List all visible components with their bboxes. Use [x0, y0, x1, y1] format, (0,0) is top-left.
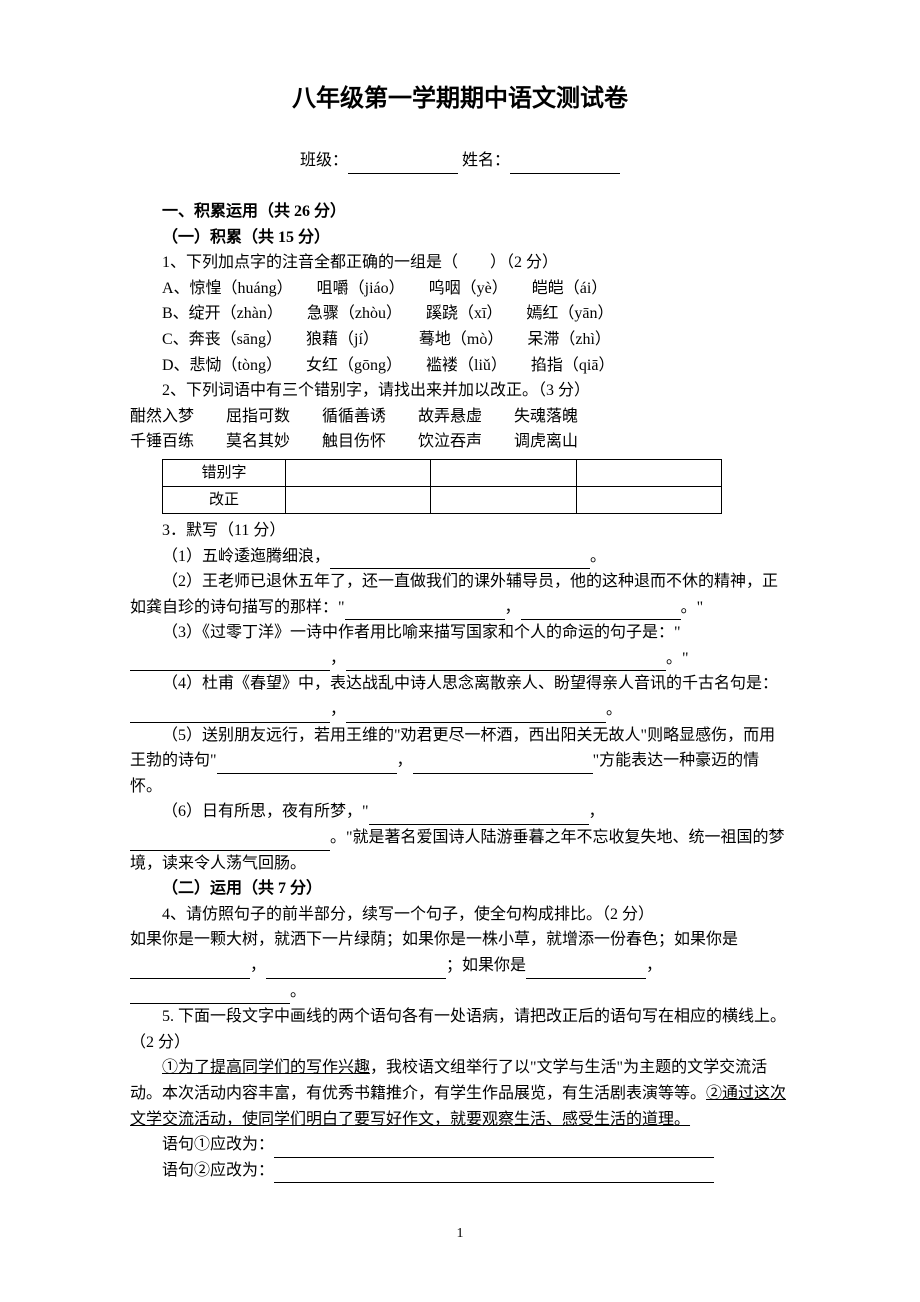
- section-1-2-heading: （二）运用（共 7 分）: [130, 876, 790, 902]
- q3-3-blank-1[interactable]: [130, 653, 330, 672]
- q3-4: （4）杜甫《春望》中，表达战乱中诗人思念离散亲人、盼望得亲人音讯的千古名句是：，…: [130, 671, 790, 722]
- q3-1-text: （1）五岭逶迤腾细浪，: [162, 548, 330, 565]
- q3-2: （2）王老师已退休五年了，还一直做我们的课外辅导员，他的这种退而不休的精神，正如…: [130, 569, 790, 620]
- table-row1-label: 错别字: [163, 459, 286, 486]
- q4-stem: 4、请仿照句子的前半部分，续写一个句子，使全句构成排比。（2 分）: [130, 902, 790, 928]
- q3-5-blank-1[interactable]: [217, 755, 397, 774]
- q3-5: （5）送别朋友远行，若用王维的"劝君更尽一杯酒，西出阳关无故人"则略显感伤，而用…: [130, 723, 790, 800]
- class-label: 班级：: [300, 152, 348, 169]
- q5-answer-2: 语句②应改为：: [130, 1158, 790, 1184]
- q5-ans2-blank[interactable]: [274, 1165, 714, 1184]
- q5-underline-1: ①为了提高同学们的写作兴趣: [162, 1059, 370, 1076]
- q3-2-blank-1[interactable]: [345, 602, 505, 621]
- q2-stem: 2、下列词语中有三个错别字，请找出来并加以改正。（3 分）: [130, 378, 790, 404]
- q4-blank-3[interactable]: [526, 960, 646, 979]
- q4-text-b: ；如果你是: [446, 957, 526, 974]
- name-label: 姓名：: [462, 152, 510, 169]
- q3-5-blank-2[interactable]: [413, 755, 593, 774]
- q4-blank-4[interactable]: [130, 986, 290, 1005]
- q3-3: （3）《过零丁洋》一诗中作者用比喻来描写国家和个人的命运的句子是："，。": [130, 620, 790, 671]
- table-cell-wrong-2[interactable]: [431, 459, 576, 486]
- q1-option-a: A、惊惶（huáng） 咀嚼（jiáo） 呜咽（yè） 皑皑（ái）: [130, 276, 790, 302]
- q2-words-line1: 酣然入梦 屈指可数 循循善诱 故弄悬虚 失魂落魄: [130, 404, 790, 430]
- q3-4-text: （4）杜甫《春望》中，表达战乱中诗人思念离散亲人、盼望得亲人音讯的千古名句是：: [162, 675, 778, 692]
- section-1-heading: 一、积累运用（共 26 分）: [130, 199, 790, 225]
- table-cell-correct-3[interactable]: [576, 486, 721, 513]
- q2-words-line2: 千锤百练 莫名其妙 触目伤怀 饮泣吞声 调虎离山: [130, 429, 790, 455]
- q3-3-tail: 。": [666, 650, 689, 667]
- section-1-1-heading: （一）积累（共 15 分）: [130, 225, 790, 251]
- q3-3-text: （3）《过零丁洋》一诗中作者用比喻来描写国家和个人的命运的句子是：": [162, 624, 681, 641]
- table-row2-label: 改正: [163, 486, 286, 513]
- q3-3-blank-2[interactable]: [346, 653, 666, 672]
- q5-ans1-blank[interactable]: [274, 1139, 714, 1158]
- q3-2-blank-2[interactable]: [521, 602, 681, 621]
- correction-table: 错别字 改正: [162, 459, 722, 514]
- q5-answer-1: 语句①应改为：: [130, 1132, 790, 1158]
- q4-body: 如果你是一颗大树，就洒下一片绿荫；如果你是一株小草，就增添一份春色；如果你是，；…: [130, 927, 790, 1004]
- page-number: 1: [130, 1223, 790, 1245]
- q3-1-blank[interactable]: [330, 551, 590, 570]
- q4-blank-1[interactable]: [130, 960, 250, 979]
- table-cell-wrong-1[interactable]: [286, 459, 431, 486]
- class-blank[interactable]: [348, 154, 458, 174]
- q5-stem: 5. 下面一段文字中画线的两个语句各有一处语病，请把改正后的语句写在相应的横线上…: [130, 1004, 790, 1055]
- q1-option-d: D、悲恸（tòng） 女红（gōng） 褴褛（liǔ） 掐指（qiā）: [130, 353, 790, 379]
- q3-6: （6）日有所思，夜有所梦，"，。"就是著名爱国诗人陆游垂暮之年不忘收复失地、统一…: [130, 799, 790, 876]
- q1-option-b: B、绽开（zhàn） 急骤（zhòu） 蹊跷（xī） 嫣红（yān）: [130, 301, 790, 327]
- q3-6-text: （6）日有所思，夜有所梦，": [162, 803, 369, 820]
- table-cell-correct-2[interactable]: [431, 486, 576, 513]
- table-cell-correct-1[interactable]: [286, 486, 431, 513]
- q4-text-c: 。: [290, 983, 306, 1000]
- q5-passage: ①为了提高同学们的写作兴趣，我校语文组举行了以"文学与生活"为主题的文学交流活动…: [130, 1055, 790, 1132]
- q1-stem: 1、下列加点字的注音全都正确的一组是（ ）（2 分）: [130, 250, 790, 276]
- student-info: 班级： 姓名：: [130, 148, 790, 174]
- q4-text-a: 如果你是一颗大树，就洒下一片绿荫；如果你是一株小草，就增添一份春色；如果你是: [130, 931, 738, 948]
- name-blank[interactable]: [510, 154, 620, 174]
- q5-ans2-label: 语句②应改为：: [162, 1162, 274, 1179]
- q3-1: （1）五岭逶迤腾细浪，。: [130, 544, 790, 570]
- table-cell-wrong-3[interactable]: [576, 459, 721, 486]
- q3-6-blank-2[interactable]: [130, 832, 330, 851]
- q1-option-c: C、奔丧（sāng） 狼藉（jí） 蓦地（mò） 呆滞（zhì）: [130, 327, 790, 353]
- q3-4-blank-1[interactable]: [130, 704, 330, 723]
- q3-6-blank-1[interactable]: [369, 806, 589, 825]
- q5-underline-2: ②通过这次文学交流活动，使同学们明白了要写好作文，就要观察生活、感受生活的道理。: [130, 1085, 786, 1128]
- q4-blank-2[interactable]: [266, 960, 446, 979]
- q3-stem: 3．默写（11 分）: [130, 518, 790, 544]
- exam-title: 八年级第一学期期中语文测试卷: [130, 80, 790, 118]
- q3-4-blank-2[interactable]: [346, 704, 606, 723]
- q3-2-tail: 。": [681, 599, 704, 616]
- q5-ans1-label: 语句①应改为：: [162, 1136, 274, 1153]
